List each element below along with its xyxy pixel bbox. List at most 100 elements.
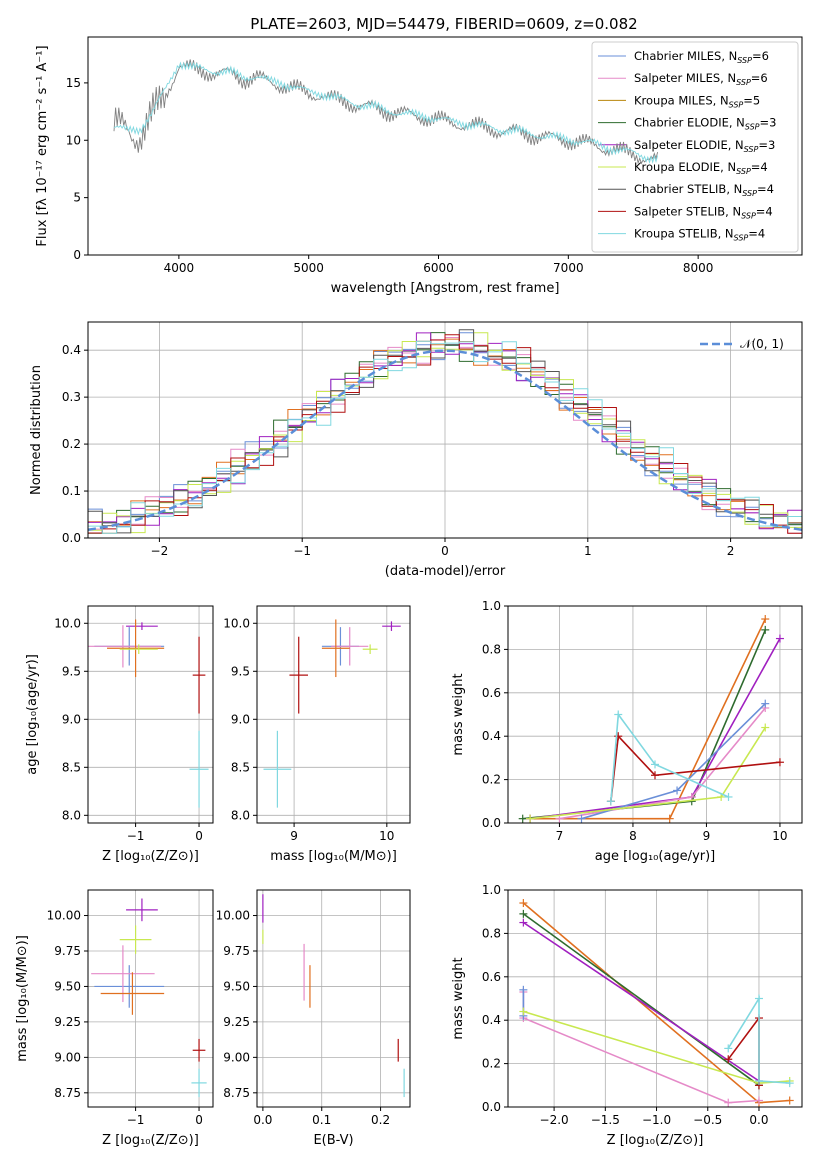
y-tick-label: 10.00 — [47, 909, 81, 923]
x-axis-label: Z [log₁₀(Z/Z⊙)] — [607, 1133, 704, 1148]
y-tick-label: 0.6 — [482, 970, 501, 984]
weight-line-Kroupa MILES — [530, 618, 767, 820]
axes-frame — [87, 605, 214, 824]
x-axis-label: Z [log₁₀(Z/Z⊙)] — [102, 1133, 199, 1148]
legend-entry-label: Chabrier ELODIE, NSSP=3 — [634, 116, 776, 132]
mass_Z-panel: −1 0 8.75 9.00 9.25 9.50 9.75 10.00 Z [log₁₀(Z/Z… — [15, 889, 214, 1148]
x-tick-label: 9 — [290, 829, 298, 843]
weight-line-Kroupa ELODIE — [529, 727, 766, 820]
y-tick-label: 0.0 — [482, 1100, 501, 1114]
x-tick-label: 4000 — [164, 261, 195, 275]
x-tick-label: 0 — [441, 544, 449, 558]
x-tick-label: 5000 — [293, 261, 324, 275]
y-tick-label: 0.0 — [62, 531, 81, 545]
x-axis-label: age [log₁₀(age/yr)] — [595, 849, 716, 864]
x-tick-label: −1 — [127, 829, 145, 843]
y-tick-label: 0.2 — [482, 1057, 501, 1071]
residual-histogram — [88, 340, 802, 534]
y-tick-label: 9.75 — [54, 944, 81, 958]
x-tick-label: 10 — [379, 829, 394, 843]
weight-line-Kroupa STELIB — [727, 995, 790, 1084]
x-tick-label: −1 — [293, 544, 311, 558]
x-tick-label: −1.5 — [591, 1113, 620, 1127]
x-tick-label: 8000 — [683, 261, 714, 275]
x-axis-label: E(B-V) — [313, 1133, 353, 1148]
mass_EBV-panel: 0.0 0.1 0.2 8.75 9.00 9.25 9.50 9.75 10.00 E(B-V) — [216, 889, 411, 1148]
y-tick-label: 8.75 — [54, 1086, 81, 1100]
y-tick-label: 0.6 — [482, 686, 501, 700]
y-tick-label: 10 — [66, 133, 81, 147]
y-tick-label: 9.25 — [223, 1015, 250, 1029]
x-tick-label: 8 — [629, 829, 637, 843]
weight-line-Chabrier ELODIE — [522, 913, 760, 1086]
axes-frame — [507, 605, 803, 824]
x-tick-label: −1 — [127, 1113, 145, 1127]
normal-curve — [88, 349, 802, 532]
x-axis-label: (data-model)/error — [385, 564, 506, 579]
y-axis-label: mass weight — [451, 957, 466, 1039]
y-tick-label: 9.0 — [62, 712, 81, 726]
y-tick-label: 10.0 — [223, 616, 250, 630]
y-tick-label: 0.3 — [62, 390, 81, 404]
x-tick-label: 2 — [727, 544, 735, 558]
axes-frame — [87, 321, 803, 539]
legend-entry-label: Salpeter STELIB, NSSP=4 — [634, 204, 773, 220]
y-tick-label: 9.5 — [231, 664, 250, 678]
legend-entry-label: Salpeter MILES, NSSP=6 — [634, 71, 768, 87]
y-tick-label: 0.8 — [482, 642, 501, 656]
spectrum-data-line — [113, 59, 659, 165]
y-axis-label: age [log₁₀(age/yr)] — [25, 654, 40, 775]
x-tick-label: −2.0 — [540, 1113, 569, 1127]
age_Z-panel: −1 0 8.0 8.5 9.0 9.5 10.0 Z [log₁₀(Z/Z⊙)] age [l… — [25, 605, 214, 864]
x-axis-label: mass [log₁₀(M/M⊙)] — [270, 849, 397, 864]
x-tick-label: −0.5 — [693, 1113, 722, 1127]
x-tick-label: 7000 — [553, 261, 584, 275]
y-tick-label: 1.0 — [482, 883, 501, 897]
y-tick-label: 8.0 — [62, 808, 81, 822]
y-tick-label: 9.50 — [223, 979, 250, 993]
y-tick-label: 9.75 — [223, 944, 250, 958]
y-tick-label: 15 — [66, 76, 81, 90]
x-axis-label: wavelength [Angstrom, rest frame] — [331, 281, 560, 296]
y-tick-label: 1.0 — [482, 599, 501, 613]
legend-normal-label: 𝒩(0, 1) — [740, 337, 784, 351]
y-tick-label: 0 — [73, 248, 81, 262]
weight_age-panel: 7 8 9 10 0.0 0.2 0.4 0.6 0.8 1.0 age [log₁₀(age/yr… — [451, 599, 803, 864]
x-tick-label: −2 — [151, 544, 169, 558]
legend-entry-label: Salpeter ELODIE, NSSP=3 — [634, 138, 775, 154]
legend-entry-label: Kroupa ELODIE, NSSP=4 — [634, 160, 768, 176]
y-tick-label: 9.25 — [54, 1015, 81, 1029]
x-tick-label: 0 — [195, 829, 203, 843]
weight-line-Salpeter MILES — [559, 707, 766, 820]
x-tick-label: 10 — [772, 829, 787, 843]
x-tick-label: 0 — [195, 1113, 203, 1127]
y-tick-label: 0.4 — [482, 729, 501, 743]
y-tick-label: 5 — [73, 191, 81, 205]
x-tick-label: 0.0 — [253, 1113, 272, 1127]
weight-line-Salpeter STELIB — [610, 734, 780, 802]
y-tick-label: 9.5 — [62, 664, 81, 678]
weight-line-Kroupa STELIB — [610, 712, 729, 802]
y-tick-label: 0.1 — [62, 484, 81, 498]
axes-frame — [256, 605, 411, 824]
axes-frame — [87, 889, 214, 1108]
x-axis-label: Z [log₁₀(Z/Z⊙)] — [102, 849, 199, 864]
axes-frame — [256, 889, 411, 1108]
x-tick-label: 9 — [703, 829, 711, 843]
y-tick-label: 8.0 — [231, 808, 250, 822]
weight_Z-panel: −2.0 −1.5 −1.0 −0.5 0.0 0.0 0.2 0.4 0.6 0.8 1.0 Z [… — [451, 883, 803, 1148]
y-tick-label: 9.00 — [54, 1050, 81, 1064]
y-tick-label: 0.0 — [482, 816, 501, 830]
y-tick-label: 9.00 — [223, 1050, 250, 1064]
y-tick-label: 8.75 — [223, 1086, 250, 1100]
age_mass-panel: 9 10 8.0 8.5 9.0 9.5 10.0 mass [log₁₀(M/M⊙)] — [223, 605, 411, 864]
x-tick-label: 0.0 — [749, 1113, 768, 1127]
y-tick-label: 10.0 — [54, 616, 81, 630]
x-tick-label: 0.1 — [312, 1113, 331, 1127]
legend-entry-label: Kroupa MILES, NSSP=5 — [634, 93, 760, 109]
y-axis-label: mass weight — [451, 673, 466, 755]
y-tick-label: 0.2 — [482, 773, 501, 787]
legend-entry-label: Chabrier STELIB, NSSP=4 — [634, 182, 774, 198]
residuals-panel: −2 −1 0 1 2 0.0 0.1 0.2 0.3 0.4 (data-model)/error… — [29, 321, 803, 579]
